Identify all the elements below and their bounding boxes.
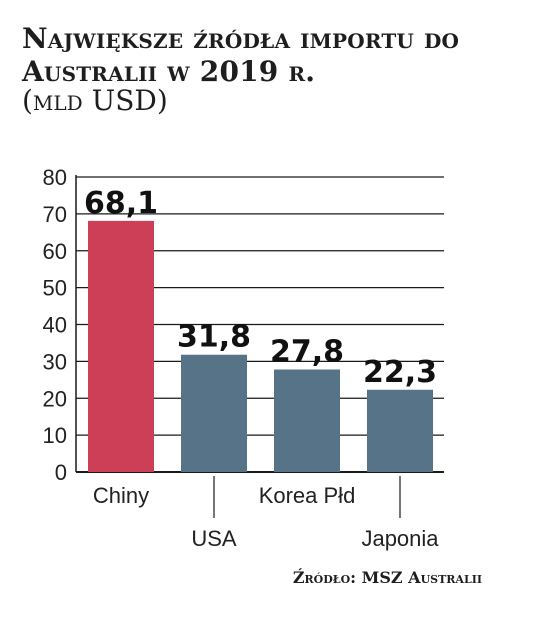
source-note: Źródło: MSZ Australii: [292, 568, 482, 587]
bar: [274, 369, 340, 472]
bar: [88, 220, 154, 472]
y-tick-label: 20: [43, 386, 67, 411]
value-label: 22,3: [363, 355, 437, 390]
bar: [181, 354, 247, 472]
y-tick-label: 50: [43, 276, 67, 301]
y-tick-label: 60: [43, 239, 67, 264]
bar: [367, 389, 433, 472]
y-tick-label: 30: [43, 349, 67, 374]
y-tick-label: 80: [43, 165, 67, 190]
category-label: Korea Płd: [259, 483, 356, 508]
value-label: 68,1: [84, 186, 158, 221]
bars: [88, 220, 433, 472]
category-label: USA: [191, 526, 237, 551]
y-axis-ticks: 0 10 20 30 40 50 60 70 80: [43, 165, 67, 485]
value-labels: 68,1 31,8 27,8 22,3: [84, 186, 437, 390]
y-tick-label: 10: [43, 423, 67, 448]
y-tick-label: 40: [43, 313, 67, 338]
chart-subtitle: (mld USD): [22, 84, 168, 117]
category-label: Chiny: [93, 483, 149, 508]
y-tick-label: 0: [55, 460, 67, 485]
chart-title: Największe źródła importu do Australii w…: [22, 22, 460, 88]
category-label: Japonia: [361, 526, 439, 551]
value-label: 27,8: [270, 334, 344, 369]
y-tick-label: 70: [43, 202, 67, 227]
value-label: 31,8: [177, 320, 251, 355]
